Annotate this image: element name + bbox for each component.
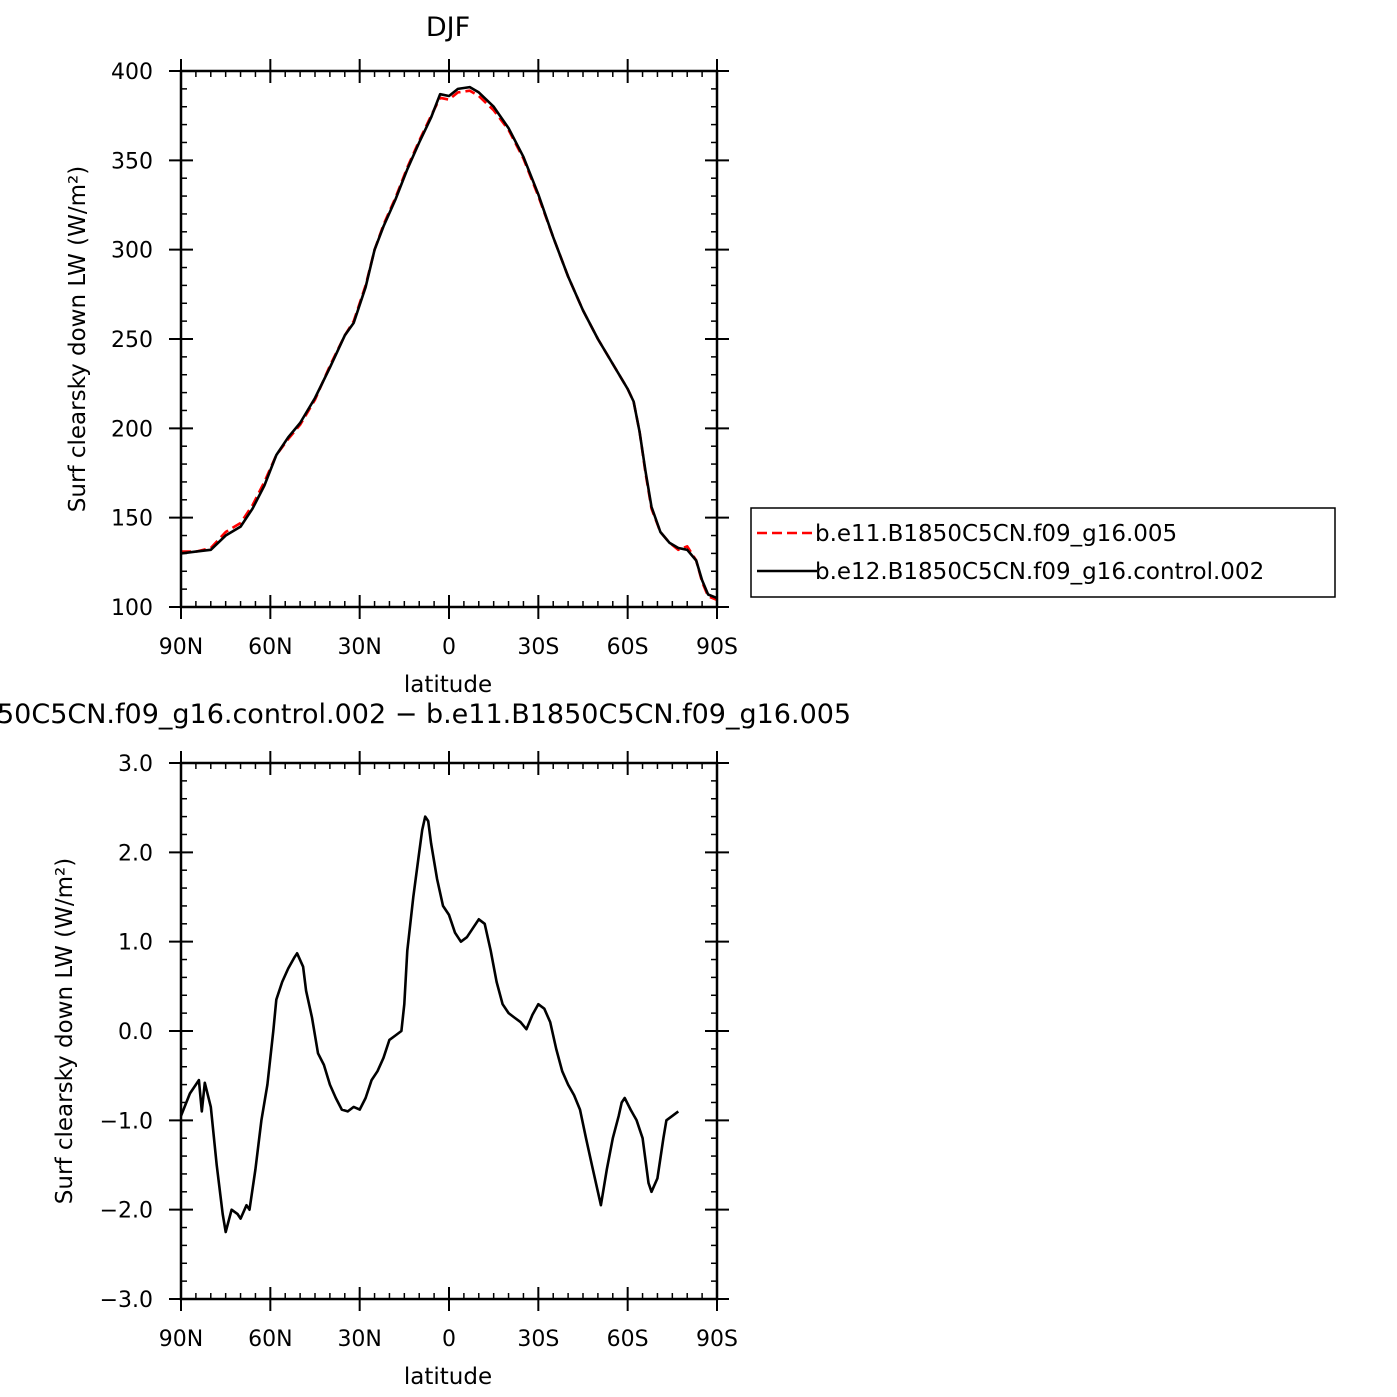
legend-box [750, 507, 1336, 598]
x-tick-label: 90S [696, 1327, 738, 1352]
top-panel: DJF 90N 60N 30N 0 30S 60S 90S 100 150 200 250 300 35… [65, 12, 738, 698]
x-tick-label: 90S [696, 635, 738, 660]
y-tick-label: −1.0 [100, 1109, 153, 1134]
top-panel-ylabel: Surf clearsky down LW (W/m²) [65, 166, 91, 512]
legend: b.e11.B1850C5CN.f09_g16.005 b.e12.B1850C… [750, 507, 1336, 598]
series-line-0 [179, 815, 680, 1234]
y-tick-label: 250 [111, 328, 153, 353]
top-panel-xlabel: latitude [404, 672, 492, 698]
x-tick-label: 60S [607, 635, 649, 660]
x-tick-label: 60S [607, 1327, 649, 1352]
y-tick-label: 3.0 [118, 752, 153, 777]
y-tick-label: 2.0 [118, 841, 153, 866]
x-tick-label: 30S [517, 1327, 559, 1352]
y-tick-label: 400 [111, 60, 153, 85]
y-tick-label: 1.0 [118, 931, 153, 956]
series-line-1 [180, 85, 718, 600]
bottom-panel-ylabel: Surf clearsky down LW (W/m²) [52, 858, 78, 1204]
top-panel-ticks: 90N 60N 30N 0 30S 60S 90S 100 150 200 250 300 350 400 [111, 59, 738, 660]
y-tick-label: 300 [111, 239, 153, 264]
bottom-panel: 50C5CN.f09_g16.control.002 − b.e11.B1850… [0, 699, 851, 1390]
y-tick-label: 0.0 [118, 1020, 153, 1045]
y-tick-label: 350 [111, 149, 153, 174]
x-tick-label: 0 [442, 1327, 456, 1352]
x-tick-label: 30S [517, 635, 559, 660]
x-tick-label: 30N [337, 1327, 381, 1352]
y-tick-label: 150 [111, 507, 153, 532]
y-tick-label: −3.0 [100, 1288, 153, 1313]
top-panel-title: DJF [426, 12, 470, 43]
x-tick-label: 90N [159, 1327, 203, 1352]
y-tick-label: −2.0 [100, 1199, 153, 1224]
x-tick-label: 30N [337, 635, 381, 660]
top-panel-series [180, 85, 718, 602]
x-tick-label: 60N [248, 1327, 292, 1352]
top-panel-frame [179, 69, 719, 609]
bottom-panel-ticks: 90N 60N 30N 0 30S 60S 90S −3.0 −2.0 −1.0 0.0 1.0 2.0… [100, 751, 738, 1352]
x-tick-label: 0 [442, 635, 456, 660]
y-tick-label: 200 [111, 417, 153, 442]
bottom-panel-xlabel: latitude [404, 1364, 492, 1390]
bottom-panel-title: 50C5CN.f09_g16.control.002 − b.e11.B1850… [0, 699, 851, 730]
bottom-panel-frame [179, 761, 719, 1301]
bottom-panel-series [179, 815, 680, 1234]
x-tick-label: 60N [248, 635, 292, 660]
x-tick-label: 90N [159, 635, 203, 660]
series-line-0 [181, 89, 718, 602]
legend-label-series-1: b.e12.B1850C5CN.f09_g16.control.002 [815, 559, 1264, 585]
legend-label-series-0: b.e11.B1850C5CN.f09_g16.005 [815, 521, 1177, 547]
y-tick-label: 100 [111, 596, 153, 621]
